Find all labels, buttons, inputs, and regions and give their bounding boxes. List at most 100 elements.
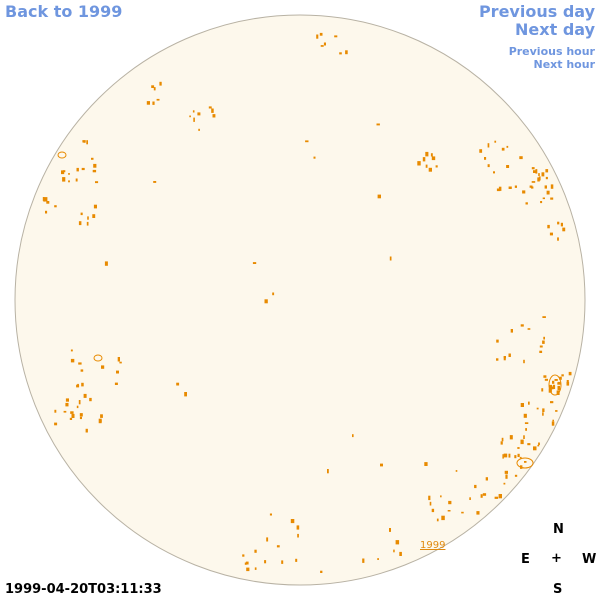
sunspot-marker — [533, 446, 537, 451]
sunspot-marker — [440, 495, 442, 498]
sunspot-marker — [538, 173, 540, 176]
sunspot-features — [42, 32, 572, 573]
sunspot-marker — [549, 384, 553, 389]
sunspot-marker — [276, 545, 280, 548]
sunspot-marker — [519, 456, 522, 459]
sunspot-marker — [389, 256, 392, 261]
sunspot-marker — [62, 177, 66, 182]
sunspot-marker — [244, 562, 247, 565]
sunspot-marker — [208, 106, 212, 109]
sunspot-marker — [520, 403, 524, 407]
active-region-outline — [93, 354, 103, 362]
sunspot-marker — [479, 149, 483, 153]
sunspot-marker — [425, 151, 429, 157]
sunspot-marker — [63, 410, 67, 413]
compass-east: E — [521, 552, 530, 567]
sunspot-marker — [501, 147, 505, 151]
sunspot-marker — [377, 558, 379, 560]
sunspot-marker — [61, 170, 65, 175]
sunspot-marker — [545, 176, 548, 180]
sunspot-marker — [538, 442, 540, 445]
sunspot-marker — [522, 190, 526, 194]
sunspot-marker — [156, 98, 160, 101]
sunspot-marker — [99, 419, 102, 423]
sunspot-marker — [46, 201, 50, 204]
sunspot-marker — [54, 409, 57, 413]
previous-day-link[interactable]: Previous day — [478, 2, 595, 21]
sunspot-marker — [71, 413, 75, 418]
sunspot-marker — [79, 413, 83, 417]
sunspot-marker — [541, 172, 545, 177]
sunspot-marker — [543, 375, 547, 378]
sunspot-marker — [509, 435, 513, 440]
sunspot-marker — [552, 380, 555, 384]
sunspot-marker — [556, 390, 560, 395]
sunspot-marker — [552, 419, 554, 422]
sunspot-marker — [117, 357, 120, 362]
active-region-outline — [57, 151, 67, 159]
sunspot-marker — [45, 210, 48, 214]
active-region-outline — [548, 374, 562, 396]
sunspot-marker — [485, 477, 488, 481]
sunspot-marker — [447, 510, 451, 512]
sunspot-marker — [554, 379, 558, 381]
sunspot-marker — [100, 414, 103, 418]
sunspot-marker — [376, 123, 380, 126]
sunspot-marker — [116, 370, 119, 374]
sunspot-marker — [508, 453, 511, 458]
sunspot-marker — [78, 362, 82, 365]
sunspot-marker — [496, 358, 499, 361]
sunspot-marker — [503, 453, 508, 458]
sunspot-marker — [245, 561, 249, 565]
sunspot-marker — [211, 108, 214, 113]
sunspot-marker — [80, 212, 83, 216]
sunspot-marker — [345, 50, 348, 55]
sunspot-marker — [159, 81, 162, 86]
sunspot-marker — [431, 156, 436, 161]
sunspot-marker — [527, 328, 531, 330]
sunspot-marker — [494, 140, 497, 143]
sunspot-marker — [54, 422, 58, 426]
sunspot-marker — [503, 356, 506, 359]
sunspot-marker — [93, 163, 97, 168]
sunspot-marker — [104, 261, 108, 266]
sunspot-marker — [502, 454, 504, 459]
sunspot-marker — [487, 164, 490, 168]
sunspot-marker — [422, 157, 426, 162]
sunspot-marker — [146, 101, 150, 105]
sunspot-marker — [505, 474, 508, 479]
sunspot-marker — [424, 462, 428, 466]
sunspot-marker — [296, 525, 300, 530]
sunspot-marker — [535, 169, 538, 174]
sunspot-marker — [313, 156, 316, 159]
sunspot-marker — [531, 181, 536, 183]
sunspot-marker — [114, 382, 118, 385]
sunspot-marker — [242, 554, 245, 557]
sunspot-marker — [540, 201, 543, 204]
sunspot-marker — [523, 413, 527, 418]
sunspot-marker — [272, 292, 275, 296]
next-hour-link[interactable]: Next hour — [533, 58, 596, 71]
sunspot-marker — [393, 549, 395, 553]
sunspot-marker — [517, 447, 520, 449]
sunspot-marker — [75, 178, 78, 182]
sunspot-marker — [176, 382, 180, 386]
sunspot-marker — [323, 42, 326, 46]
sunspot-marker — [544, 185, 547, 189]
sunspot-marker — [264, 560, 267, 564]
sunspot-marker — [76, 384, 80, 388]
sunspot-marker — [514, 455, 517, 459]
previous-hour-link[interactable]: Previous hour — [508, 45, 595, 58]
sunspot-marker — [520, 439, 524, 445]
sunspot-marker — [290, 519, 295, 524]
region-label-link[interactable]: 1999 — [420, 540, 446, 551]
back-to-year-link[interactable]: Back to 1999 — [5, 2, 123, 21]
next-day-link[interactable]: Next day — [515, 20, 595, 39]
sunspot-marker — [389, 528, 391, 532]
sunspot-marker — [212, 114, 216, 118]
sunspot-marker — [561, 374, 564, 377]
sunspot-marker — [76, 167, 79, 172]
sunspot-marker — [508, 353, 511, 357]
sunspot-marker — [70, 349, 73, 352]
